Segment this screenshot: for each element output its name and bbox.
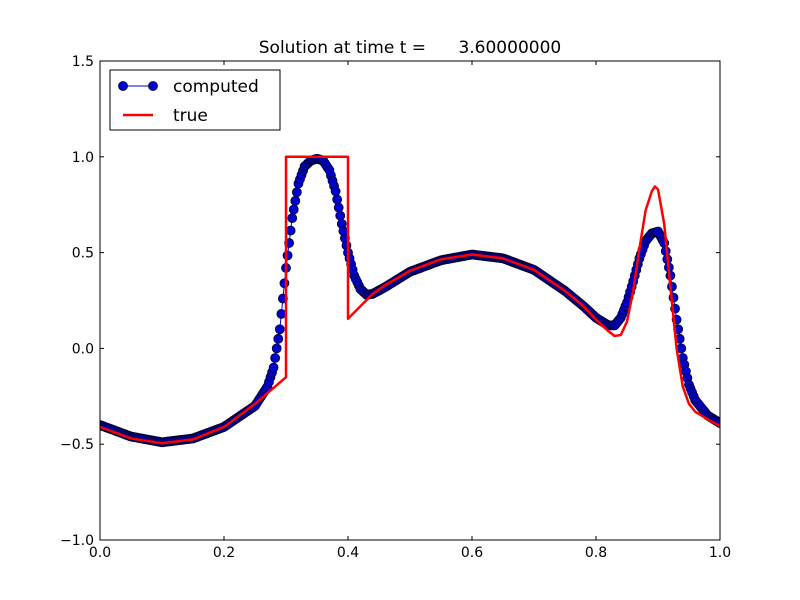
computed-point — [270, 353, 281, 363]
y-tick-label: 0.0 — [72, 341, 94, 357]
computed-point — [282, 250, 293, 261]
legend-box — [109, 69, 281, 131]
plot-frame — [99, 60, 721, 541]
legend-computed-marker-right — [148, 81, 158, 91]
computed-point — [332, 194, 343, 205]
computed-point — [285, 225, 296, 236]
y-tick-label: −1.0 — [60, 533, 94, 549]
legend-label-true: true — [173, 106, 208, 126]
computed-point — [333, 202, 344, 213]
legend-entry-true: true — [123, 106, 208, 126]
legend-computed-marker-left — [118, 81, 128, 91]
computed-point — [335, 210, 346, 221]
series-layer — [100, 153, 720, 448]
computed-point — [273, 333, 284, 344]
chart-title: Solution at time t = 3.60000000 — [259, 38, 561, 58]
computed-point — [287, 213, 298, 224]
legend-entry-computed: computed — [118, 77, 259, 97]
legend: computed true — [109, 69, 281, 131]
y-axis: −1.0 −0.5 0.0 0.5 1.0 1.5 — [60, 54, 720, 549]
y-tick-label: 0.5 — [72, 246, 94, 262]
computed-point — [276, 309, 287, 319]
x-tick-label: 0.4 — [337, 545, 359, 561]
plot-area — [100, 61, 720, 540]
series-true-line — [100, 155, 720, 445]
y-tick-label: −0.5 — [60, 437, 94, 453]
y-tick-label: 1.5 — [72, 54, 94, 70]
computed-point — [271, 343, 282, 354]
computed-point — [268, 362, 279, 373]
computed-point — [290, 195, 301, 206]
computed-point — [274, 324, 285, 335]
computed-point — [279, 278, 290, 289]
computed-point — [288, 204, 299, 215]
x-axis: 0.0 0.2 0.4 0.6 0.8 1.0 — [89, 61, 731, 561]
x-tick-label: 0.8 — [585, 545, 607, 561]
x-tick-label: 1.0 — [709, 545, 731, 561]
computed-point — [330, 186, 341, 197]
computed-point — [291, 187, 302, 198]
x-tick-label: 0.2 — [213, 545, 235, 561]
x-tick-label: 0.0 — [89, 545, 111, 561]
y-tick-label: 1.0 — [72, 150, 94, 166]
x-tick-label: 0.6 — [461, 545, 483, 561]
legend-label-computed: computed — [173, 77, 259, 97]
